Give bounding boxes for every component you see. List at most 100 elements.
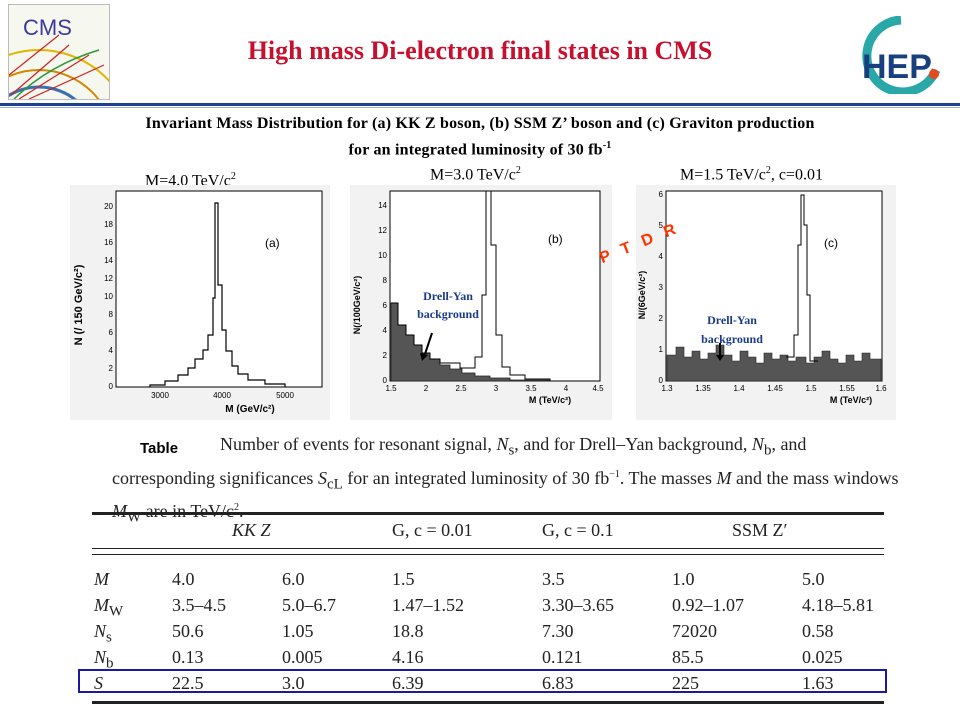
table-cell: 225 bbox=[672, 673, 699, 693]
caption-superscript: −1 bbox=[609, 468, 620, 480]
panel-b-xtick: 2 bbox=[424, 384, 429, 393]
table-header-row: KK Z G, c = 0.01 G, c = 0.1 SSM Z′ bbox=[92, 520, 884, 544]
panel-a-xlabel: M (GeV/c²) bbox=[225, 404, 274, 415]
caption-part: . The masses bbox=[619, 467, 717, 488]
panel-a-ytick: 16 bbox=[104, 238, 113, 247]
panel-a-ytick: 20 bbox=[104, 202, 113, 211]
caption-symbol: N bbox=[496, 434, 509, 454]
panel-c-background-label: background bbox=[701, 332, 763, 346]
table-cell: 0.025 bbox=[802, 647, 843, 667]
row-label: N bbox=[94, 621, 107, 641]
caption-part: are in TeV/c bbox=[141, 501, 234, 521]
table-cell: 1.47–1.52 bbox=[392, 595, 464, 615]
subtitle-line1: Invariant Mass Distribution for (a) KK Z… bbox=[145, 115, 815, 132]
caption-part: . bbox=[239, 501, 244, 521]
table-cell: 18.8 bbox=[392, 621, 424, 641]
page-title: High mass Di-electron final states in CM… bbox=[247, 36, 713, 65]
panel-c-mass-sup: 2 bbox=[765, 165, 771, 176]
caption-part: for an integrated luminosity of 30 fb bbox=[342, 467, 610, 488]
table-cell: 50.6 bbox=[172, 621, 204, 641]
panel-c-xtick: 1.35 bbox=[695, 384, 711, 393]
panel-b-xtick: 4 bbox=[564, 384, 569, 393]
table-header-cell: SSM Z′ bbox=[732, 520, 788, 540]
panel-c-ytick: 3 bbox=[659, 283, 664, 292]
table-header-rule bbox=[92, 548, 884, 549]
table-cell: 7.30 bbox=[542, 621, 574, 641]
panel-a-xtick: 5000 bbox=[276, 391, 294, 400]
hep-logo-graphic: HEP bbox=[862, 15, 941, 97]
panel-c-mass-suffix: , c=0.01 bbox=[770, 166, 823, 184]
panel-a-ytick: 10 bbox=[104, 292, 113, 301]
panel-b-xtick: 2.5 bbox=[455, 384, 467, 393]
panel-c-drell-yan-label: Drell-Yan bbox=[707, 313, 757, 327]
histogram-panel-c: N/(6GeV/c²) 0 1 2 3 4 5 6 (c) Drell-Yan … bbox=[636, 185, 896, 420]
panel-b-ytick: 8 bbox=[383, 276, 388, 285]
subtitle-line2-sup: -1 bbox=[602, 140, 612, 151]
table-body: M 4.0 6.0 1.5 3.5 1.0 5.0 MW 3.5–4.5 5.0… bbox=[92, 566, 884, 696]
row-label-sub: b bbox=[106, 655, 114, 672]
panel-c-xtick: 1.4 bbox=[733, 384, 745, 393]
table-cell: 1.63 bbox=[802, 673, 834, 693]
panel-b-xtick: 3.5 bbox=[525, 384, 537, 393]
table-cell: 0.92–1.07 bbox=[672, 595, 744, 615]
panel-a-ytick: 4 bbox=[109, 346, 114, 355]
row-label: M bbox=[94, 595, 109, 615]
row-label: S bbox=[94, 673, 103, 693]
table-cell: 0.13 bbox=[172, 647, 204, 667]
panel-a-ytick: 12 bbox=[104, 274, 113, 283]
subtitle-line2: for an integrated luminosity of 30 fb bbox=[348, 141, 603, 159]
panel-a-ytick: 6 bbox=[109, 328, 114, 337]
table-cell: 1.05 bbox=[282, 621, 314, 641]
table-cell: 1.5 bbox=[392, 569, 415, 589]
panel-b-ytick: 0 bbox=[383, 376, 388, 385]
panel-b-mass-label: M=3.0 TeV/c2 bbox=[430, 165, 521, 184]
panel-b-xticks: 1.5 2 2.5 3 3.5 4 4.5 bbox=[385, 384, 604, 393]
panel-a-ytick: 0 bbox=[109, 382, 114, 391]
caption-symbol: S bbox=[317, 467, 327, 488]
table-cell: 0.005 bbox=[282, 647, 323, 667]
panel-c-xtick: 1.3 bbox=[661, 384, 673, 393]
hep-logo: HEP bbox=[856, 15, 946, 97]
panel-a-ylabel: N (/ 150 GeV/c²) bbox=[73, 264, 85, 345]
panel-a-xticks: 3000 4000 5000 bbox=[151, 391, 294, 400]
table-cell: 1.0 bbox=[672, 569, 695, 589]
table-caption: Number of events for resonant signal, Ns… bbox=[112, 433, 904, 530]
panel-a-ytick: 2 bbox=[109, 364, 114, 373]
table-cell: 0.58 bbox=[802, 621, 834, 641]
table-row: Ns 50.6 1.05 18.8 7.30 72020 0.58 bbox=[92, 618, 884, 646]
table-header-cell: G, c = 0.1 bbox=[542, 520, 614, 540]
panel-c-ytick: 0 bbox=[659, 376, 664, 385]
table-header-cell: KK Z bbox=[232, 520, 271, 540]
panel-c-ytick: 4 bbox=[659, 252, 664, 261]
caption-part: , and for Drell–Yan background, bbox=[514, 434, 752, 454]
panel-b-xtick: 3 bbox=[494, 384, 499, 393]
panel-a-signal-histogram bbox=[149, 202, 286, 387]
table-row: Nb 0.13 0.005 4.16 0.121 85.5 0.025 bbox=[92, 644, 884, 672]
panel-b-tag: (b) bbox=[548, 232, 563, 246]
table-cell: 4.16 bbox=[392, 647, 424, 667]
panel-a-ytick: 8 bbox=[109, 310, 114, 319]
panel-b-ytick: 4 bbox=[383, 326, 388, 335]
table-cell: 6.39 bbox=[392, 673, 424, 693]
caption-symbol: M bbox=[716, 467, 732, 488]
panel-c-xtick: 1.55 bbox=[839, 384, 855, 393]
row-label-sub: W bbox=[109, 603, 124, 620]
table-cell: 3.5–4.5 bbox=[172, 595, 226, 615]
panel-b-ylabel: N(/100GeV/c²) bbox=[352, 276, 362, 335]
caption-subscript: s bbox=[508, 442, 515, 459]
panel-b-ytick: 12 bbox=[378, 226, 387, 235]
panel-b-ytick: 2 bbox=[383, 351, 388, 360]
panel-b-arrow bbox=[423, 332, 433, 358]
panel-c-ytick: 6 bbox=[659, 190, 664, 199]
panel-b-ytick: 6 bbox=[383, 301, 388, 310]
panel-b-yticks: 0 2 4 6 8 10 12 14 bbox=[378, 201, 387, 385]
panel-b-xtick: 4.5 bbox=[592, 384, 604, 393]
panel-c-xticks: 1.3 1.35 1.4 1.45 1.5 1.55 1.6 bbox=[661, 384, 887, 393]
table-cell: 5.0–6.7 bbox=[282, 595, 336, 615]
row-label: N bbox=[94, 647, 107, 667]
table-cell: 85.5 bbox=[672, 647, 704, 667]
table-cell: 3.5 bbox=[542, 569, 565, 589]
caption-subscript: cL bbox=[326, 476, 343, 493]
panel-c-ylabel: N/(6GeV/c²) bbox=[637, 271, 647, 320]
table-cell: 72020 bbox=[672, 621, 717, 641]
